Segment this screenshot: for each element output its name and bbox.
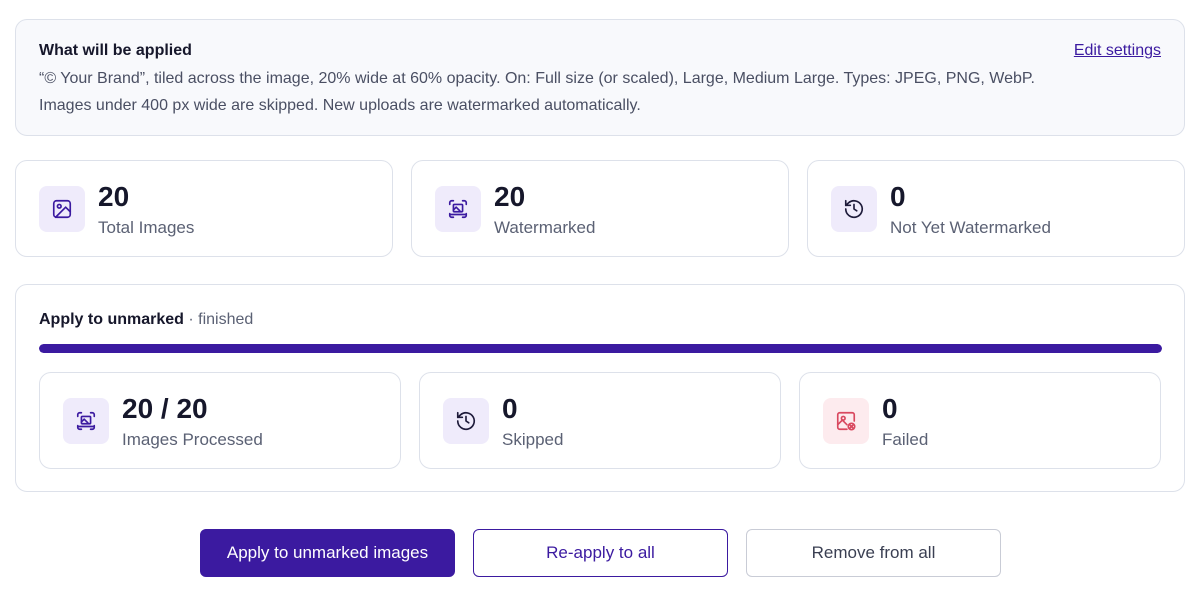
reapply-all-button[interactable]: Re-apply to all	[473, 529, 728, 577]
progress-bar-fill	[39, 344, 1162, 353]
remove-all-button[interactable]: Remove from all	[746, 529, 1001, 577]
stat-value: 20	[98, 181, 130, 212]
history-clock-icon	[443, 398, 489, 444]
stat-card-not-watermarked: 0 Not Yet Watermarked	[807, 160, 1185, 257]
apply-unmarked-button[interactable]: Apply to unmarked images	[200, 529, 455, 577]
summary-description: “© Your Brand”, tiled across the image, …	[39, 70, 1035, 114]
stat-value: 0	[890, 181, 906, 212]
watermark-summary-panel: What will be applied “© Your Brand”, til…	[15, 19, 1185, 136]
history-clock-icon	[831, 186, 877, 232]
stat-label: Not Yet Watermarked	[890, 218, 1051, 237]
stat-card-watermarked: 20 Watermarked	[411, 160, 789, 257]
progress-card-label: Skipped	[502, 430, 564, 449]
apply-progress-panel: Apply to unmarked · finished 20 / 20 Ima…	[15, 284, 1185, 492]
progress-card-skipped: 0 Skipped	[419, 372, 781, 469]
progress-card-value: 0	[882, 393, 898, 424]
stat-label: Watermarked	[494, 218, 596, 237]
progress-card-processed: 20 / 20 Images Processed	[39, 372, 401, 469]
progress-card-value: 0	[502, 393, 518, 424]
progress-title: Apply to unmarked	[39, 311, 184, 328]
progress-bar	[39, 344, 1162, 353]
progress-card-label: Images Processed	[122, 430, 263, 449]
progress-card-value: 20 / 20	[122, 393, 208, 424]
stat-card-total-images: 20 Total Images	[15, 160, 393, 257]
progress-card-failed: 0 Failed	[799, 372, 1161, 469]
progress-heading: Apply to unmarked · finished	[39, 309, 253, 331]
progress-status: · finished	[183, 311, 254, 328]
edit-settings-link[interactable]: Edit settings	[1073, 42, 1161, 59]
image-error-icon	[823, 398, 869, 444]
watermark-scan-icon	[435, 186, 481, 232]
progress-card-label: Failed	[882, 430, 929, 449]
watermark-scan-icon	[63, 398, 109, 444]
stat-label: Total Images	[98, 218, 195, 237]
image-icon	[39, 186, 85, 232]
summary-title: What will be applied	[39, 42, 192, 59]
stat-value: 20	[494, 181, 526, 212]
